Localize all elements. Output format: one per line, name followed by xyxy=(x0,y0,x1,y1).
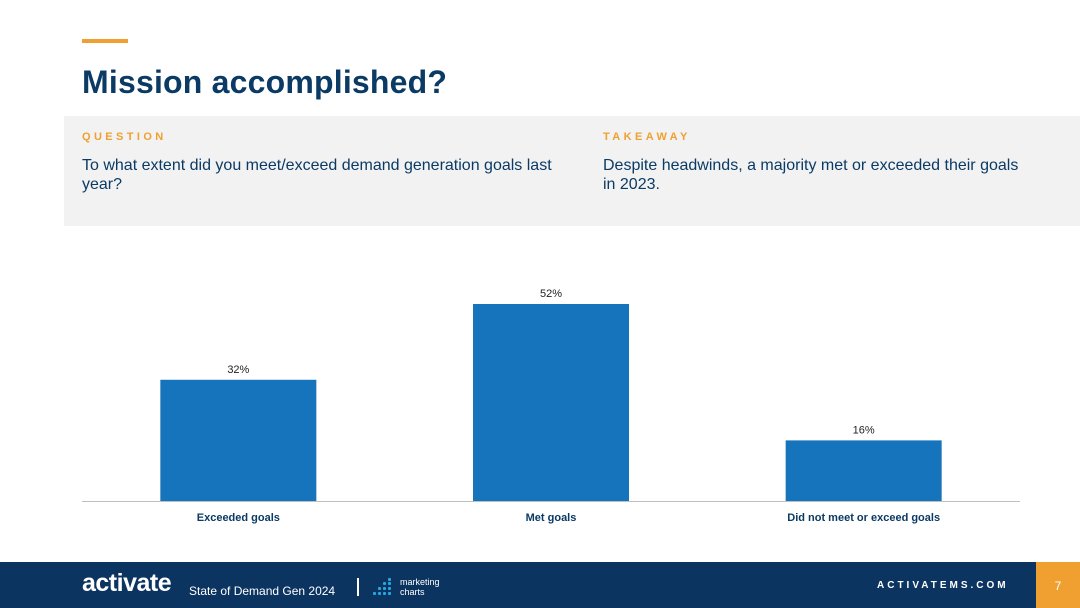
bar-2 xyxy=(473,304,629,501)
bar-value-label: 16% xyxy=(853,424,875,436)
question-label: QUESTION xyxy=(82,131,167,143)
footer-divider xyxy=(357,578,359,596)
info-band xyxy=(64,116,1080,226)
report-name: State of Demand Gen 2024 xyxy=(189,584,336,598)
takeaway-label: TAKEAWAY xyxy=(603,131,691,143)
page-number-box xyxy=(1036,562,1080,608)
question-text: To what extent did you meet/exceed deman… xyxy=(82,157,552,193)
bar-1 xyxy=(160,379,317,501)
slide-title: Mission accomplished? xyxy=(82,64,448,100)
brand-logo: activate xyxy=(82,569,172,597)
category-label: Exceeded goals xyxy=(197,512,280,524)
website-link[interactable]: ACTIVATEMS.COM xyxy=(877,580,1009,591)
bar-chart: 32% 52% 16% Exceeded goals Met goals Did not… xyxy=(82,288,1020,524)
footer-bar xyxy=(0,562,1080,608)
bar-3 xyxy=(785,440,942,501)
bar-value-label: 52% xyxy=(540,288,562,300)
page-number: 7 xyxy=(1054,579,1062,593)
bar-value-label: 32% xyxy=(227,364,249,376)
category-label: Did not meet or exceed goals xyxy=(787,512,940,524)
partner-name: marketing charts xyxy=(400,577,440,597)
title-accent-rule xyxy=(82,39,128,43)
takeaway-text: Despite headwinds, a majority met or exc… xyxy=(603,157,1019,193)
category-label: Met goals xyxy=(526,512,577,524)
partner-logo-icon xyxy=(373,578,397,598)
